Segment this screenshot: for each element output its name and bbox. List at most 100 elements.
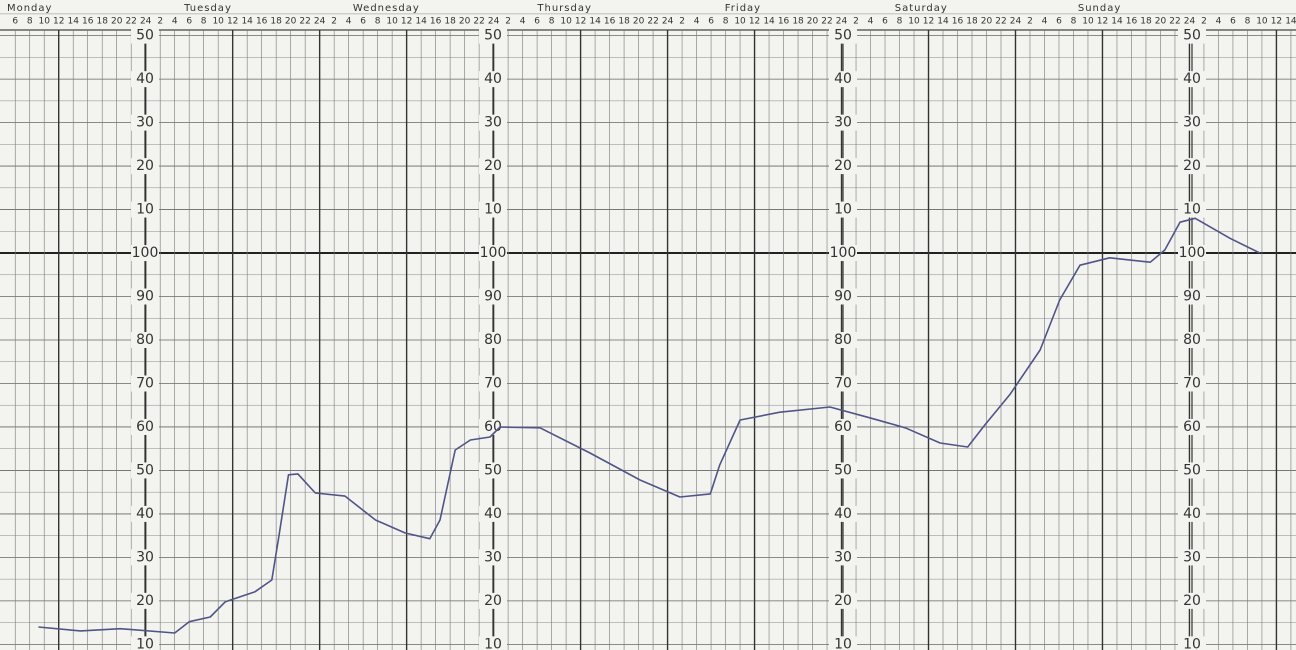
label-backing (1178, 245, 1206, 262)
x-tick-label: 20 (1155, 17, 1167, 27)
label-backing (479, 332, 507, 348)
label-backing (131, 158, 159, 175)
x-tick-label: 2 (505, 17, 511, 27)
x-tick-label: 12 (53, 17, 64, 27)
x-tick-label: 2 (853, 17, 859, 27)
x-tick-label: 10 (1256, 17, 1268, 27)
x-tick-label: 4 (172, 17, 178, 27)
x-tick-label: 24 (314, 17, 326, 27)
x-tick-label: 16 (82, 17, 94, 27)
x-tick-label: 10 (38, 17, 50, 27)
x-tick-label: 6 (708, 17, 714, 27)
day-label: Monday (7, 3, 52, 14)
x-tick-label: 4 (1042, 17, 1048, 27)
label-backing (479, 114, 507, 131)
x-tick-label: 12 (1097, 17, 1108, 27)
x-tick-label: 16 (952, 17, 964, 27)
y-tick-label: 10 (1183, 202, 1201, 218)
x-tick-label: 8 (723, 17, 729, 27)
x-tick-label: 16 (256, 17, 268, 27)
day-label: Sunday (1078, 3, 1121, 14)
label-backing (829, 549, 857, 566)
x-tick-label: 22 (1169, 17, 1180, 27)
y-tick-label: 40 (1183, 71, 1201, 87)
label-backing (829, 462, 857, 479)
y-tick-label: 60 (1183, 419, 1201, 435)
y-tick-label: 10 (1183, 636, 1201, 650)
label-backing (479, 375, 507, 392)
x-tick-label: 2 (1027, 17, 1033, 27)
x-tick-label: 6 (534, 17, 540, 27)
y-tick-label: 70 (136, 375, 154, 391)
label-backing (131, 375, 159, 392)
y-tick-label: 30 (834, 115, 852, 131)
y-tick-label: 40 (484, 506, 502, 522)
label-backing (479, 418, 507, 435)
label-backing (479, 505, 507, 522)
y-tick-label: 30 (1183, 549, 1201, 565)
label-backing (829, 375, 857, 392)
label-backing (131, 332, 159, 348)
y-tick-label: 10 (136, 636, 154, 650)
label-backing (479, 592, 507, 609)
label-backing (131, 245, 159, 262)
x-tick-label: 6 (882, 17, 888, 27)
x-tick-label: 2 (331, 17, 337, 27)
x-tick-label: 24 (140, 17, 152, 27)
x-tick-label: 20 (111, 17, 123, 27)
x-tick-label: 20 (459, 17, 471, 27)
y-tick-label: 30 (484, 549, 502, 565)
x-tick-label: 6 (1230, 17, 1236, 27)
y-tick-label: 30 (136, 549, 154, 565)
y-tick-label: 20 (834, 593, 852, 609)
label-backing (1178, 592, 1206, 609)
x-tick-label: 24 (662, 17, 674, 27)
y-tick-label: 20 (484, 158, 502, 174)
x-tick-label: 2 (679, 17, 685, 27)
label-backing (1178, 71, 1206, 88)
y-tick-label: 30 (834, 549, 852, 565)
y-tick-label: 30 (484, 115, 502, 131)
x-tick-label: 14 (1111, 17, 1123, 27)
label-backing (1178, 27, 1206, 44)
x-tick-label: 14 (241, 17, 253, 27)
day-label: Friday (725, 3, 761, 14)
label-backing (1178, 418, 1206, 435)
x-tick-label: 16 (604, 17, 616, 27)
label-backing (829, 636, 857, 650)
label-backing (131, 114, 159, 131)
label-backing (829, 288, 857, 305)
label-backing (829, 71, 857, 88)
x-tick-label: 18 (618, 17, 630, 27)
x-tick-label: 8 (1245, 17, 1251, 27)
label-backing (131, 71, 159, 88)
label-backing (131, 288, 159, 305)
x-tick-label: 22 (473, 17, 484, 27)
x-tick-label: 8 (375, 17, 381, 27)
y-tick-label: 20 (1183, 593, 1201, 609)
data-line (38, 217, 1261, 634)
y-tick-label: 20 (136, 593, 154, 609)
day-label: Tuesday (183, 3, 232, 14)
y-tick-label: 20 (484, 593, 502, 609)
x-tick-label: 12 (401, 17, 412, 27)
y-tick-label: 10 (834, 636, 852, 650)
label-backing (1178, 288, 1206, 305)
x-tick-label: 14 (1285, 17, 1296, 27)
x-tick-label: 20 (981, 17, 993, 27)
x-tick-label: 12 (923, 17, 934, 27)
y-tick-label: 60 (136, 419, 154, 435)
y-tick-label: 10 (484, 202, 502, 218)
y-tick-label: 100 (830, 245, 857, 261)
x-tick-label: 2 (1201, 17, 1207, 27)
label-backing (479, 462, 507, 479)
x-tick-label: 16 (430, 17, 442, 27)
y-tick-label: 80 (834, 332, 852, 348)
x-tick-label: 22 (647, 17, 658, 27)
y-tick-label: 60 (484, 419, 502, 435)
y-tick-label: 90 (136, 289, 154, 305)
x-tick-label: 24 (488, 17, 500, 27)
x-tick-label: 12 (1271, 17, 1282, 27)
x-tick-label: 4 (868, 17, 874, 27)
